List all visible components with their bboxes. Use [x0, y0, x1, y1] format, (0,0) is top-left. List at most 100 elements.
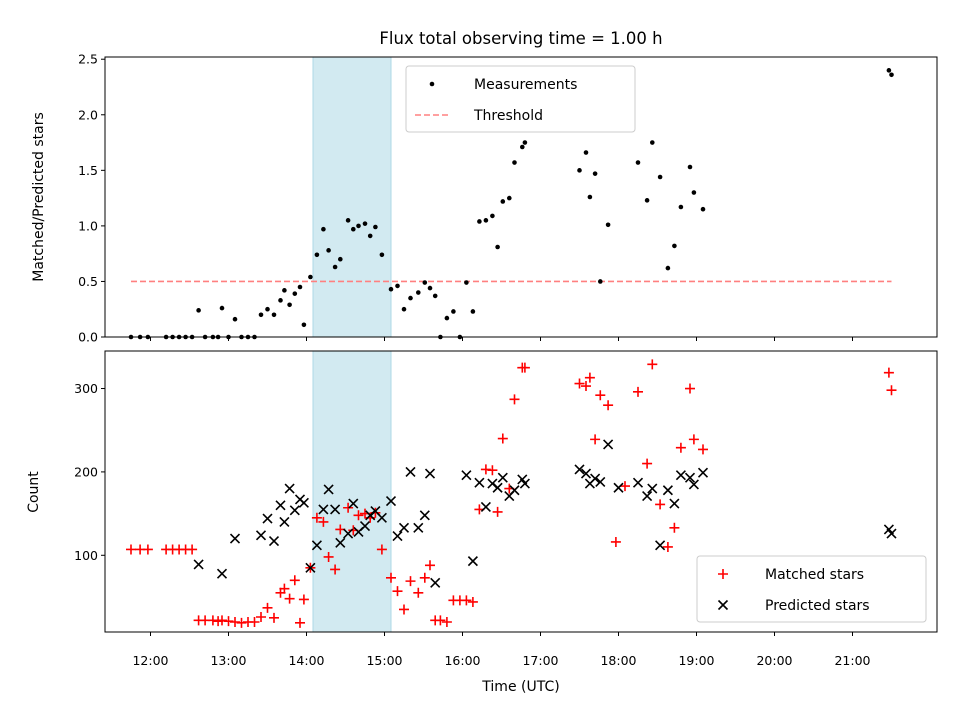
predicted-star-point	[359, 521, 371, 532]
predicted-star-point	[497, 472, 508, 483]
measurement-point	[687, 164, 693, 170]
x-tick-label: 12:00	[132, 653, 168, 668]
matched-star-point	[669, 522, 680, 533]
predicted-star-point	[335, 537, 346, 548]
measurement-point	[379, 252, 385, 258]
observing-window-span	[312, 350, 392, 633]
legend-marker-predicted	[717, 599, 729, 611]
measurement-point	[301, 322, 307, 328]
measurement-point	[388, 286, 394, 292]
measurement-point	[500, 199, 506, 204]
legend-box	[696, 555, 927, 623]
matched-star-point	[284, 593, 295, 604]
measurement-point	[308, 274, 313, 280]
predicted-star-point	[467, 556, 478, 567]
predicted-star-point	[405, 466, 416, 477]
predicted-star-point	[675, 470, 686, 481]
matched-star-point	[620, 481, 630, 492]
predicted-star-point	[376, 512, 387, 523]
predicted-star-point	[216, 568, 228, 579]
y-tick-label: 0.5	[78, 274, 98, 289]
matched-star-point	[595, 390, 606, 401]
matched-star-point	[311, 512, 322, 523]
chart-title: Flux total observing time = 1.00 h	[379, 29, 662, 48]
x-tick-label: 17:00	[522, 653, 558, 668]
measurement-point	[427, 285, 433, 291]
predicted-star-point	[430, 577, 441, 588]
x-tick-label: 20:00	[756, 653, 792, 668]
predicted-star-point	[330, 504, 341, 515]
y-tick-label: 100	[74, 548, 98, 563]
measurement-point	[219, 305, 225, 311]
predicted-star-point	[385, 496, 397, 507]
predicted-star-point	[613, 482, 624, 493]
matched-star-point	[688, 434, 699, 445]
predicted-star-point	[255, 530, 267, 541]
measurement-point	[232, 316, 238, 322]
matched-star-point	[262, 602, 273, 613]
measurement-point	[278, 298, 283, 303]
x-tick-label: 13:00	[210, 653, 246, 668]
measurement-point	[408, 295, 413, 301]
predicted-star-point	[268, 536, 280, 547]
matched-star-point	[413, 587, 424, 598]
matched-star-point	[126, 544, 136, 555]
matched-star-point	[574, 378, 585, 389]
measurement-point	[265, 306, 270, 312]
predicted-star-point	[590, 473, 601, 484]
measurement-point	[635, 160, 641, 165]
predicted-star-point	[311, 540, 322, 551]
predicted-star-point	[284, 483, 295, 494]
measurement-point	[258, 312, 264, 318]
matched-star-point	[590, 434, 601, 445]
measurement-point	[657, 174, 663, 180]
predicted-star-point	[305, 562, 316, 573]
measurement-point	[644, 198, 650, 203]
star-count-panel: 100 200 300 12:00 13:00 14:00 15:00 16:00 17:00 1…	[74, 350, 938, 668]
predicted-star-point	[480, 501, 491, 512]
matched-star-point	[353, 510, 364, 521]
predicted-star-point	[279, 516, 290, 528]
measurement-point	[507, 195, 512, 201]
legend-box	[405, 65, 636, 133]
measurement-point	[332, 264, 338, 270]
measurement-point	[367, 233, 373, 239]
measurement-point	[477, 219, 482, 224]
measurement-point	[672, 243, 677, 249]
flux-ratio-panel: 0.0 0.5 1.0 1.5 2.0 2.5 Measurements Threshold	[78, 52, 938, 345]
matched-star-point	[249, 616, 260, 627]
predicted-star-point	[603, 439, 614, 450]
matched-star-point	[207, 615, 218, 626]
measurement-point	[416, 290, 421, 295]
predicted-star-point	[642, 491, 653, 502]
legend-label: Matched stars	[765, 567, 864, 583]
matched-star-point	[480, 464, 491, 475]
matched-star-point	[330, 564, 341, 575]
measurement-point	[326, 248, 331, 253]
matched-star-point	[298, 594, 309, 605]
matched-star-point	[467, 596, 478, 607]
measurement-point	[451, 309, 456, 314]
measurement-point	[432, 293, 438, 299]
legend-label: Threshold	[473, 108, 543, 124]
measurement-point	[483, 218, 489, 223]
matched-star-point	[886, 385, 897, 396]
measurement-point	[577, 168, 582, 173]
y-tick-label: 1.0	[78, 218, 98, 233]
predicted-star-point	[647, 483, 658, 494]
measurement-point	[691, 190, 697, 195]
measurement-point	[314, 252, 320, 258]
matched-star-point	[509, 394, 520, 405]
measurement-point	[886, 68, 892, 73]
measurement-point	[587, 194, 593, 200]
predicted-star-point	[886, 528, 897, 539]
predicted-star-point	[262, 513, 273, 524]
matched-star-point	[223, 616, 234, 627]
measurement-point	[889, 72, 894, 78]
predicted-star-point	[419, 510, 430, 521]
predicted-star-point	[318, 504, 329, 515]
predicted-star-point	[474, 477, 485, 488]
matched-star-point	[236, 617, 247, 628]
matched-star-point	[256, 611, 266, 622]
